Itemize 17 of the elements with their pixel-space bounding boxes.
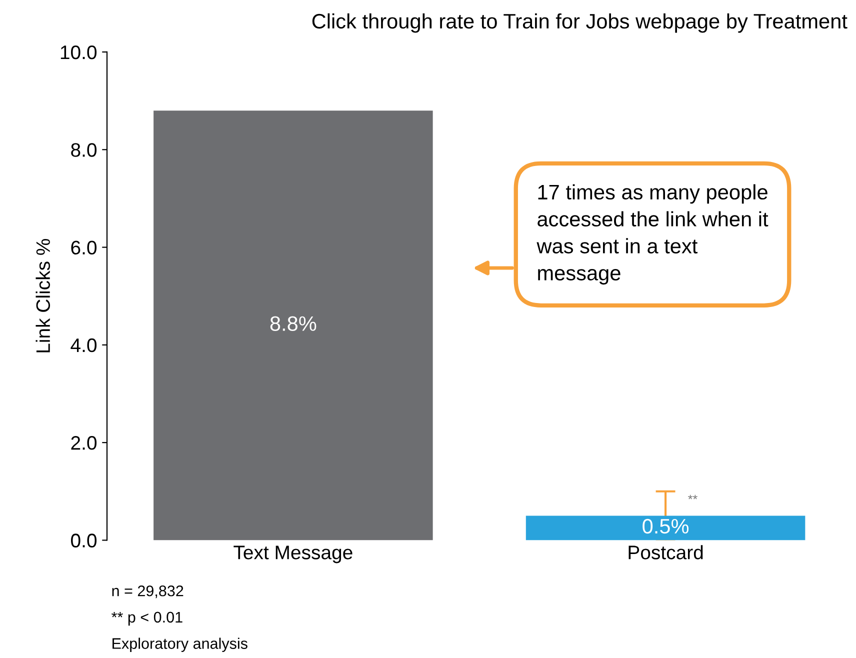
y-tick-label: 4.0: [70, 338, 97, 352]
y-tick-label: 0.0: [71, 534, 97, 548]
chart-title: Click through rate to Train for Jobs webpage by Treatment: [312, 13, 848, 33]
data-label: 8.8%: [270, 316, 316, 331]
text: ** p < 0.01: [112, 612, 182, 626]
y-tick-label: 6.0: [71, 240, 97, 255]
annotation: **: [688, 494, 698, 500]
y-axis-title: Link Clicks %: [36, 238, 50, 352]
annotation: 17 times as many people accessed the link when it was sent in a text message: [536, 184, 768, 285]
x-tick-label: Postcard: [628, 545, 703, 560]
y-tick-label: 10.0: [60, 45, 97, 60]
text: Exploratory analysis: [112, 638, 248, 652]
x-tick-label: Text Message: [234, 546, 352, 564]
text: n = 29,832: [112, 585, 184, 598]
data-label: 0.5%: [642, 518, 689, 534]
y-tick-label: 8.0: [71, 143, 97, 157]
y-tick-label: 2.0: [71, 436, 97, 450]
